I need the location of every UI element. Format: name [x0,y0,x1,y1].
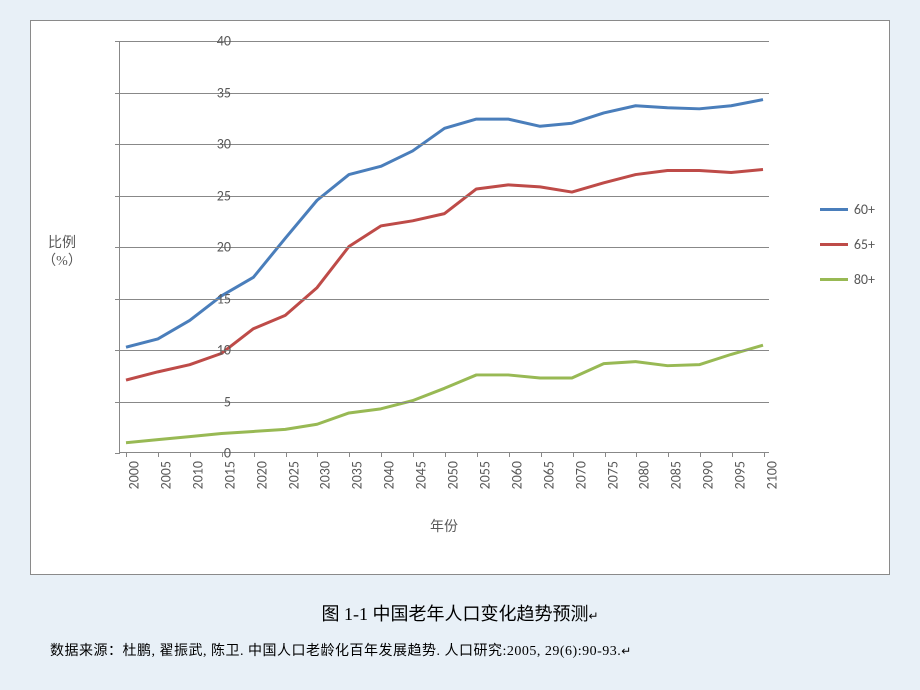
caption-text: 图 1-1 中国老年人口变化趋势预测 [321,604,588,624]
ytick-label: 5 [201,393,231,410]
xtick-mark [668,452,669,457]
xtick-label: 2005 [157,461,158,489]
ytick-mark [115,41,120,42]
ylabel-line1: 比例 [48,236,76,251]
xtick-label: 2045 [413,461,414,489]
xtick-mark [636,452,637,457]
xtick-label: 2080 [636,461,637,489]
ytick-mark [115,299,120,300]
chart-frame: 比例 （%） 200020052010201520202025203020352… [30,20,890,575]
xtick-mark [349,452,350,457]
ytick-mark [115,402,120,403]
xtick-label: 2100 [764,461,765,489]
y-axis-label: 比例 （%） [41,235,83,271]
xtick-label: 2025 [285,461,286,489]
legend: 60+ 65+ 80+ [820,201,875,306]
ytick-label: 40 [201,33,231,50]
ytick-label: 15 [201,290,231,307]
legend-label: 60+ [854,201,875,218]
figure-caption: 图 1-1 中国老年人口变化趋势预测↵ [0,600,920,626]
xtick-label: 2030 [317,461,318,489]
ytick-mark [115,350,120,351]
xtick-label: 2075 [604,461,605,489]
data-source: 数据来源：杜鹏, 翟振武, 陈卫. 中国人口老龄化百年发展趋势. 人口研究:20… [50,640,632,660]
xtick-label: 2085 [668,461,669,489]
ytick-label: 0 [201,445,231,462]
xtick-label: 2000 [126,461,127,489]
ytick-label: 20 [201,239,231,256]
xtick-label: 2010 [189,461,190,489]
ytick-mark [115,93,120,94]
xtick-label: 2050 [445,461,446,489]
legend-item: 80+ [820,271,875,288]
xtick-label: 2015 [221,461,222,489]
ytick-label: 25 [201,187,231,204]
xtick-mark [445,452,446,457]
source-text: 数据来源：杜鹏, 翟振武, 陈卫. 中国人口老龄化百年发展趋势. 人口研究:20… [50,644,621,659]
ytick-mark [115,247,120,248]
xtick-mark [158,452,159,457]
xtick-mark [381,452,382,457]
legend-swatch [820,243,848,246]
xtick-mark [254,452,255,457]
ytick-label: 10 [201,342,231,359]
xtick-mark [126,452,127,457]
ytick-mark [115,453,120,454]
xtick-mark [477,452,478,457]
legend-item: 60+ [820,201,875,218]
source-mark: ↵ [621,644,632,658]
xtick-mark [573,452,574,457]
ytick-mark [115,196,120,197]
legend-label: 80+ [854,271,875,288]
xtick-mark [732,452,733,457]
xtick-mark [190,452,191,457]
xtick-mark [700,452,701,457]
legend-swatch [820,208,848,211]
ytick-label: 35 [201,84,231,101]
xtick-mark [509,452,510,457]
xtick-label: 2035 [349,461,350,489]
xtick-mark [605,452,606,457]
ylabel-line2: （%） [42,254,82,269]
xtick-label: 2020 [253,461,254,489]
xtick-mark [413,452,414,457]
legend-label: 65+ [854,236,875,253]
xtick-label: 2070 [572,461,573,489]
xtick-label: 2055 [476,461,477,489]
xtick-mark [286,452,287,457]
ytick-label: 30 [201,136,231,153]
xtick-label: 2065 [540,461,541,489]
caption-mark: ↵ [588,609,598,623]
xtick-label: 2095 [732,461,733,489]
xtick-mark [541,452,542,457]
legend-swatch [820,278,848,281]
x-axis-label: 年份 [119,516,769,536]
legend-item: 65+ [820,236,875,253]
xtick-mark [764,452,765,457]
xtick-label: 2040 [381,461,382,489]
xtick-label: 2090 [700,461,701,489]
xtick-mark [317,452,318,457]
ytick-mark [115,144,120,145]
xtick-label: 2060 [508,461,509,489]
